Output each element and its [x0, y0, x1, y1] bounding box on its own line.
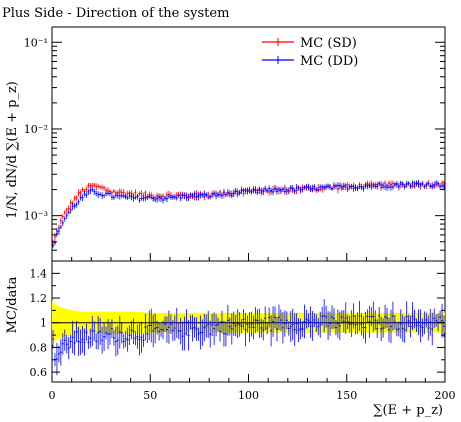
x-tick-label: 200 — [435, 389, 456, 402]
x-tick-label: 150 — [336, 389, 357, 402]
legend-dd-label: MC (DD) — [300, 54, 358, 69]
mc-dd-ratio-series — [52, 299, 445, 376]
x-tick-label: 100 — [238, 389, 259, 402]
ratio-y-tick-label: 0.8 — [30, 341, 48, 354]
main-y-tick-label: 10⁻¹ — [24, 36, 48, 49]
mc-dd-series — [52, 179, 445, 248]
chart-title: Plus Side - Direction of the system — [2, 6, 229, 21]
main-plot-frame — [51, 26, 446, 262]
ratio-y-tick-label: 1 — [40, 317, 47, 330]
main-series-layer — [52, 179, 445, 248]
ratio-y-tick-label: 1.4 — [30, 267, 48, 280]
main-y-axis-label: 1/N, dN/d ∑(E + p_z) — [5, 81, 20, 219]
main-y-tick-label: 10⁻² — [24, 123, 48, 136]
x-tick-label: 50 — [143, 389, 157, 402]
ratio-y-tick-label: 1.2 — [30, 292, 48, 305]
ratio-y-tick-label: 0.6 — [30, 366, 48, 379]
x-axis-label: ∑(E + p_z) — [373, 403, 443, 418]
legend: MC (SD) MC (DD) — [262, 36, 358, 69]
x-tick-label: 0 — [49, 389, 56, 402]
axis-ticks: 0 50 100 150 200 10⁻¹ 10⁻² 10⁻³ 0.6 0.8 1 1.2 1.4 — [24, 36, 456, 402]
main-y-tick-label: 10⁻³ — [24, 210, 48, 223]
ratio-series-layer — [52, 299, 445, 376]
legend-sd-label: MC (SD) — [300, 36, 357, 51]
ratio-y-axis-label: MC/data — [5, 276, 20, 333]
